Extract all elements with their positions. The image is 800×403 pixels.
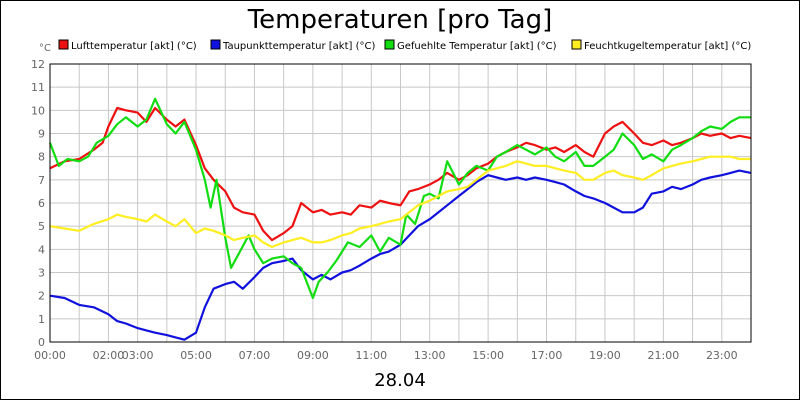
- x-tick-label: 09:00: [297, 349, 329, 362]
- x-tick-label: 21:00: [648, 349, 680, 362]
- y-tick-label: 6: [38, 197, 45, 210]
- y-tick-label: 5: [38, 220, 45, 233]
- legend-swatch: [384, 39, 395, 50]
- x-tick-label: 13:00: [414, 349, 446, 362]
- y-tick-label: 2: [38, 290, 45, 303]
- x-tick-label: 15:00: [472, 349, 504, 362]
- legend-label: Feuchtkugeltemperatur [akt] (°C): [584, 41, 751, 52]
- series-line-1: [49, 106, 752, 242]
- y-tick-label: 7: [38, 174, 45, 187]
- y-tick-label: 4: [38, 243, 45, 256]
- legend-swatch: [571, 39, 582, 50]
- x-tick-label: 11:00: [355, 349, 387, 362]
- y-tick-label: 10: [31, 104, 45, 117]
- x-tick-label: 17:00: [531, 349, 563, 362]
- legend-label: Taupunkttemperatur [akt] (°C): [222, 41, 375, 52]
- plot-area-border: [49, 63, 752, 343]
- series-lines: [48, 97, 752, 341]
- x-tick-label: 05:00: [180, 349, 212, 362]
- x-tick-label: 07:00: [239, 349, 271, 362]
- y-axis-unit-label: °C: [39, 43, 51, 54]
- y-tick-label: 11: [31, 81, 45, 94]
- legend-swatch: [58, 39, 69, 50]
- y-tick-label: 9: [38, 128, 45, 141]
- legend: Lufttemperatur [akt] (°C) Taupunkttempera…: [58, 39, 751, 52]
- y-tick-label: 8: [38, 151, 45, 164]
- series-line-2: [49, 169, 752, 341]
- y-tick-label: 0: [38, 336, 45, 349]
- x-tick-label: 23:00: [706, 349, 738, 362]
- legend-swatch: [210, 39, 221, 50]
- x-tick-label: 19:00: [589, 349, 621, 362]
- x-tick-label: 02:00: [93, 349, 125, 362]
- legend-label: Gefuehlte Temperatur [akt] (°C): [397, 41, 557, 52]
- chart-title: Temperaturen [pro Tag]: [247, 5, 553, 35]
- x-tick-label: 00:00: [34, 349, 66, 362]
- y-tick-label: 1: [38, 313, 45, 326]
- x-tick-label: 03:00: [122, 349, 154, 362]
- y-tick-label: 12: [31, 58, 45, 71]
- x-axis-date-label: 28.04: [374, 370, 426, 391]
- series-line-4: [49, 155, 751, 249]
- legend-label: Lufttemperatur [akt] (°C): [71, 41, 197, 52]
- series-line-3: [48, 97, 751, 300]
- y-tick-label: 3: [38, 267, 45, 280]
